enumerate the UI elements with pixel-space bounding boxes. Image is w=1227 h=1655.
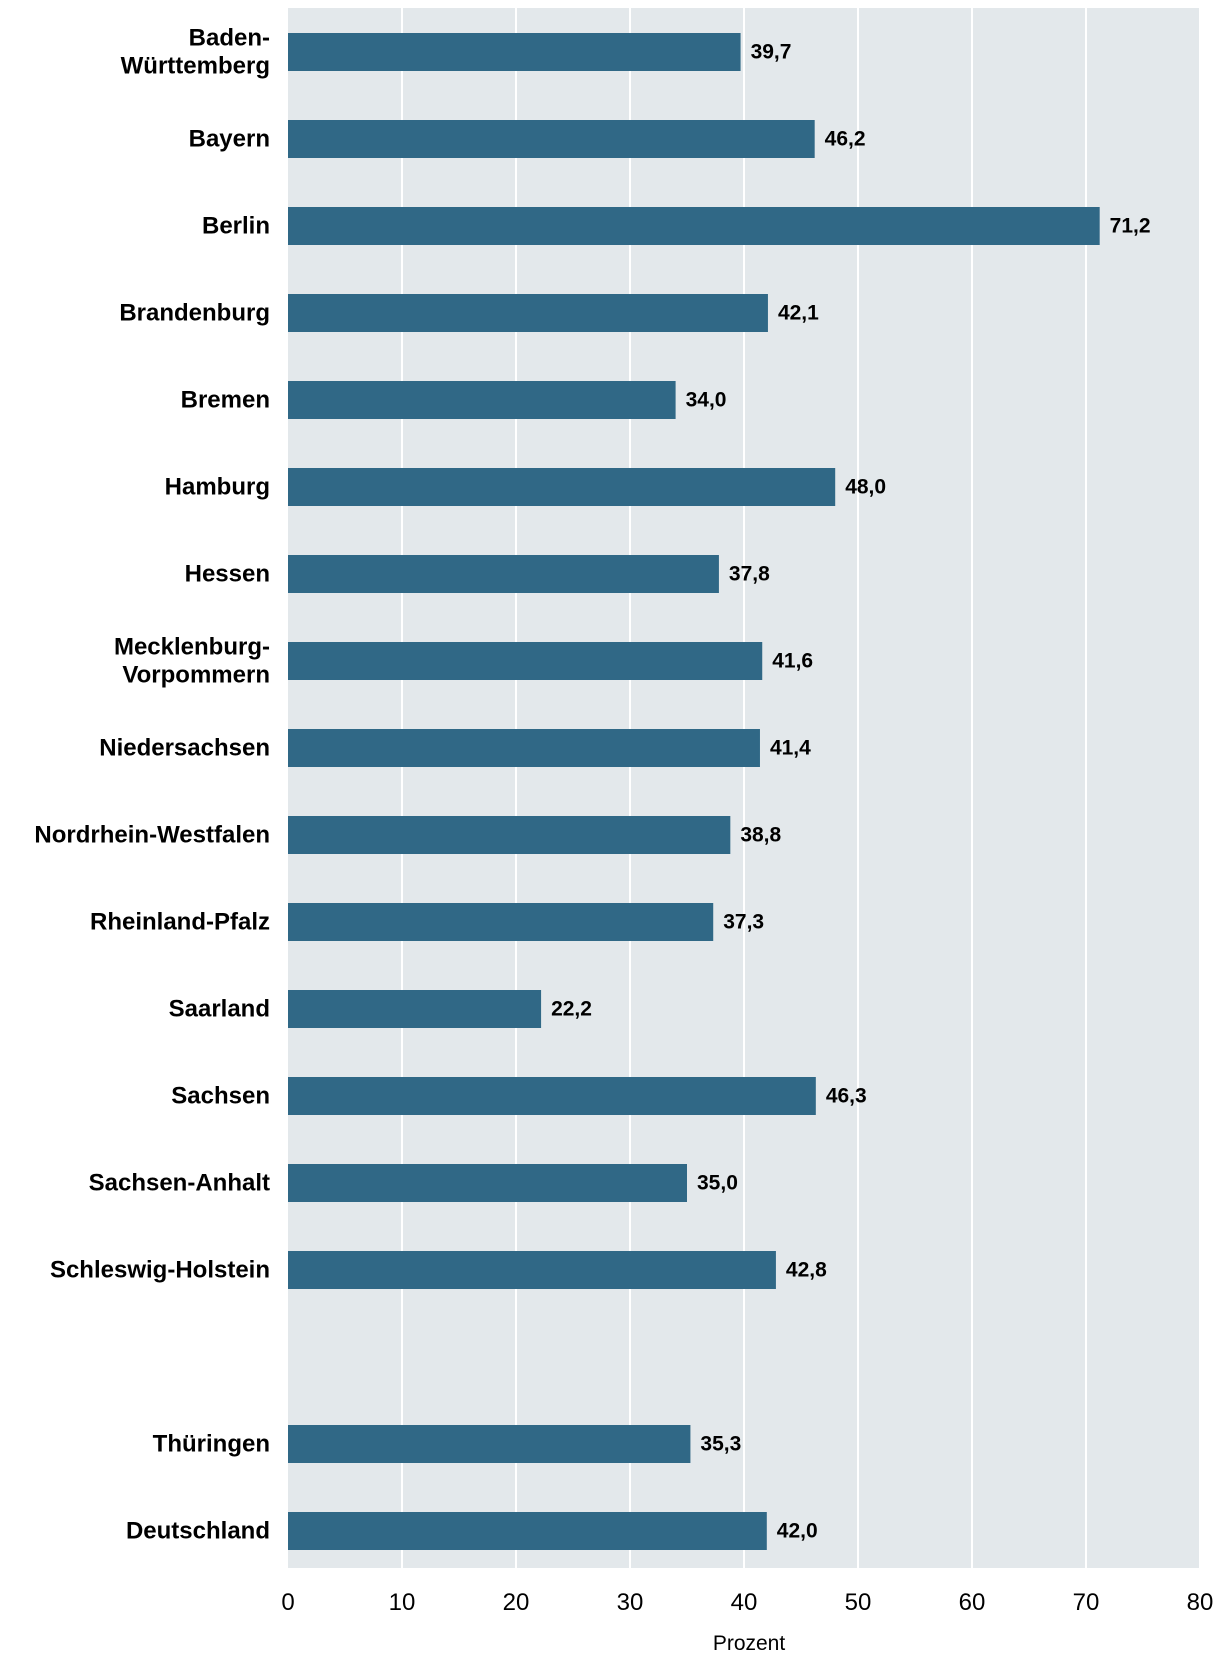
bar (288, 294, 768, 332)
bar-value-label: 48,0 (845, 476, 886, 499)
x-axis-ticks: 0 10 20 30 40 50 60 70 80 (281, 1589, 1213, 1616)
x-tick-label: 60 (959, 1589, 986, 1616)
bar (288, 990, 542, 1028)
category-label: Mecklenburg- (114, 634, 270, 661)
bar (288, 1425, 691, 1463)
x-tick-label: 80 (1187, 1589, 1214, 1616)
category-label: Schleswig-Holstein (50, 1257, 270, 1284)
bar-value-label: 35,3 (700, 1433, 741, 1456)
bar-value-label: 35,0 (697, 1172, 738, 1195)
x-tick-label: 10 (389, 1589, 416, 1616)
x-axis-title: Prozent (713, 1632, 786, 1655)
bar (288, 207, 1100, 245)
category-label: Vorpommern (122, 662, 270, 689)
bar-value-label: 42,8 (786, 1259, 827, 1282)
bar (288, 1251, 776, 1289)
category-label: Sachsen (171, 1083, 270, 1110)
bar (288, 33, 741, 71)
category-labels: Baden-Württemberg Bayern Berlin Brandenburg… (34, 25, 270, 1545)
value-labels: 39,7 46,2 71,2 42,1 34,0 48,0 37,8 41,6 41,4 38,8… (551, 41, 1150, 1543)
category-label: Saarland (169, 996, 270, 1023)
bar-value-label: 38,8 (740, 824, 781, 847)
bar-value-label: 46,2 (825, 128, 866, 151)
x-tick-label: 20 (503, 1589, 530, 1616)
gridlines (401, 8, 1201, 1568)
x-tick-label: 30 (617, 1589, 644, 1616)
x-tick-label: 50 (845, 1589, 872, 1616)
category-label: Brandenburg (119, 300, 270, 327)
category-label: Hamburg (165, 474, 270, 501)
category-label: Berlin (202, 213, 270, 240)
category-label: Nordrhein-Westfalen (34, 822, 270, 849)
category-label: Sachsen-Anhalt (89, 1170, 270, 1197)
bar (288, 1164, 687, 1202)
bar (288, 468, 836, 506)
bar-value-label: 42,0 (777, 1520, 818, 1543)
bar-value-label: 42,1 (778, 302, 819, 325)
bar-value-label: 37,8 (729, 563, 770, 586)
category-label: Bayern (189, 126, 270, 153)
category-label: Thüringen (153, 1431, 270, 1458)
category-label: Bremen (181, 387, 270, 414)
bar-value-label: 39,7 (751, 41, 792, 64)
bar (288, 642, 763, 680)
bar (288, 555, 719, 593)
category-label: Deutschland (126, 1518, 270, 1545)
bar-value-label: 22,2 (551, 998, 592, 1021)
x-tick-label: 40 (731, 1589, 758, 1616)
bars (288, 33, 1100, 1550)
bar-value-label: 41,4 (770, 737, 811, 760)
category-label: Württemberg (121, 53, 270, 80)
bar-value-label: 34,0 (686, 389, 727, 412)
bar-value-label: 37,3 (723, 911, 764, 934)
bar-value-label: 71,2 (1110, 215, 1151, 238)
bar-value-label: 41,6 (772, 650, 813, 673)
bar (288, 729, 760, 767)
bar (288, 1512, 767, 1550)
bar (288, 120, 815, 158)
x-tick-label: 0 (281, 1589, 294, 1616)
bar (288, 816, 731, 854)
bar (288, 1077, 816, 1115)
category-label: Hessen (185, 561, 270, 588)
category-label: Niedersachsen (99, 735, 270, 762)
category-label: Rheinland-Pfalz (90, 909, 270, 936)
bar (288, 903, 714, 941)
x-tick-label: 70 (1073, 1589, 1100, 1616)
bar-value-label: 46,3 (826, 1085, 867, 1108)
bar (288, 381, 676, 419)
category-label: Baden- (189, 25, 270, 52)
